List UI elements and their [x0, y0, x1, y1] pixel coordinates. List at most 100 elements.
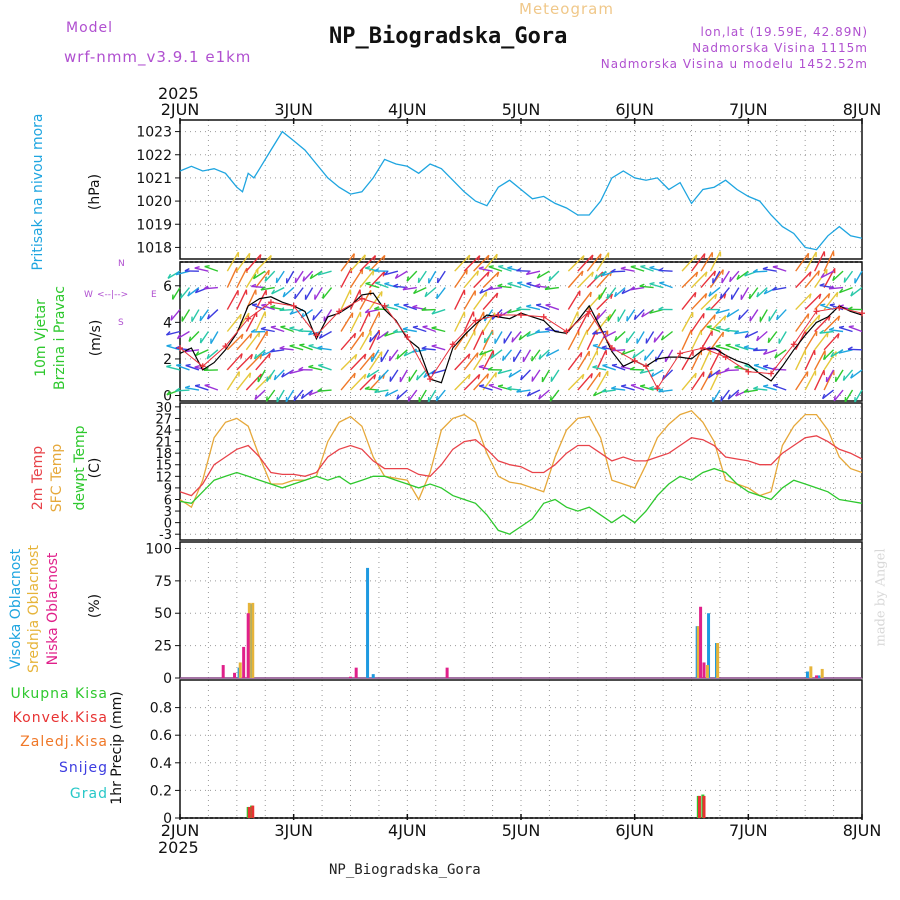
wind-arrowhead — [317, 270, 323, 276]
wind-arrow — [690, 371, 705, 391]
wind-arrow — [753, 364, 768, 371]
wind-arrow — [516, 389, 531, 393]
wind-arrowhead — [194, 265, 200, 269]
wind-arrowhead — [817, 314, 821, 320]
precip-bar — [247, 806, 251, 818]
wind-arrowhead — [606, 293, 609, 299]
precip-bar — [697, 795, 701, 818]
x-tick-label-bottom: 5JUN — [502, 821, 541, 840]
wind-arrowhead — [166, 390, 171, 396]
wind-arrowhead — [363, 353, 367, 360]
panel-frame-t — [179, 402, 863, 541]
wind-arrow — [479, 349, 493, 356]
wind-arrow — [364, 388, 379, 391]
wind-arrowhead — [723, 293, 727, 299]
wind-arrowhead — [424, 291, 428, 297]
wind-arrow — [690, 312, 705, 332]
wind-arrowhead — [743, 345, 749, 348]
wind-arrow — [577, 271, 594, 289]
wind-arrow — [393, 330, 408, 333]
wind-arrowhead — [376, 334, 380, 340]
wind-arrowhead — [640, 384, 646, 387]
wind-arrowhead — [753, 363, 760, 366]
cloud-bar-high — [366, 567, 370, 678]
wind-arrow — [264, 270, 276, 282]
wind-arrow — [531, 349, 541, 362]
wind-arrow — [847, 348, 863, 351]
wind-arrowhead — [188, 336, 192, 342]
wind-arrow — [226, 289, 239, 310]
wind-arrow — [194, 385, 209, 391]
wind-arrow — [795, 271, 812, 289]
coords-text: lon,lat (19.59E, 42.89N) — [700, 25, 868, 39]
wind-arrowhead — [412, 325, 419, 328]
wind-arrowhead — [763, 384, 769, 387]
wind-arrow — [715, 345, 730, 351]
wind-arrowhead — [307, 330, 313, 336]
wind-arrow — [255, 330, 268, 351]
wind-arrow — [734, 330, 749, 335]
model-label: Model — [66, 20, 114, 36]
wind-arrow — [567, 373, 585, 391]
wind-arrowhead — [752, 347, 758, 352]
wind-arrow — [435, 389, 446, 402]
cloud-bar-mid — [820, 668, 824, 678]
cloud-bar-high — [707, 613, 711, 678]
wind-arrow — [640, 265, 654, 272]
wind-arrow — [427, 389, 437, 403]
wind-arrow — [473, 254, 490, 272]
wind-arrowhead — [734, 330, 739, 335]
wind-arrow — [431, 308, 446, 315]
wind-arrowhead — [353, 372, 356, 379]
wind-arrowhead — [289, 344, 295, 347]
wind-arrowhead — [289, 326, 295, 329]
wind-arrow — [712, 270, 721, 284]
wind-arrowhead — [762, 266, 768, 270]
wind-arrowhead — [364, 386, 370, 390]
wind-arrowhead — [653, 337, 656, 343]
wind-arrow — [507, 308, 522, 314]
wind-arrow — [408, 369, 418, 382]
wind-arrow — [833, 389, 844, 402]
wind-arrow — [412, 326, 427, 333]
wind-arrowhead — [363, 254, 366, 260]
wind-arrow — [384, 270, 399, 276]
wind-arrowhead — [819, 329, 825, 334]
wind-arrows — [165, 250, 863, 403]
wind-arrowhead — [707, 373, 712, 379]
x-tick-label-bottom: 6JUN — [615, 821, 654, 840]
wind-arrowhead — [270, 304, 276, 308]
wind-arrowhead — [610, 293, 613, 299]
y-tick-label: 3 — [164, 505, 172, 520]
wind-arrowhead — [581, 270, 584, 277]
wind-arrow — [473, 351, 487, 371]
wind-arrowhead — [435, 395, 439, 402]
wind-arrow — [740, 287, 749, 301]
wind-arrowhead — [649, 265, 655, 269]
y-tick-label: 1020 — [136, 194, 172, 210]
wind-arrow — [736, 270, 749, 280]
cloud-bar-high — [817, 675, 821, 678]
wind-arrowhead — [526, 281, 532, 285]
wind-arrow — [406, 270, 418, 282]
wind-arrowhead — [407, 396, 410, 402]
compass-arrows: <--|--> — [97, 290, 129, 300]
x-tick-label-bottom: 4JUN — [388, 821, 427, 840]
wind-arrow — [349, 254, 366, 272]
dewpoint-line — [179, 467, 863, 535]
wind-arrow — [255, 352, 271, 371]
wind-arrow — [431, 327, 446, 333]
wind-arrow — [317, 270, 332, 276]
wind-arrow — [294, 287, 304, 300]
wind-arrow — [645, 331, 655, 344]
y-tick-label: 15 — [155, 459, 172, 474]
wind-arrowhead — [531, 356, 534, 362]
elevation-text: Nadmorska Visina 1115m — [692, 41, 868, 55]
wind-arrowhead — [535, 283, 541, 287]
cloud-bar-mid — [705, 665, 709, 678]
wind-arrowhead — [727, 394, 731, 400]
wind-arrow — [567, 290, 581, 310]
compass-s: S — [118, 318, 124, 328]
wind-arrow — [359, 269, 375, 289]
wind-arrow — [526, 282, 541, 289]
